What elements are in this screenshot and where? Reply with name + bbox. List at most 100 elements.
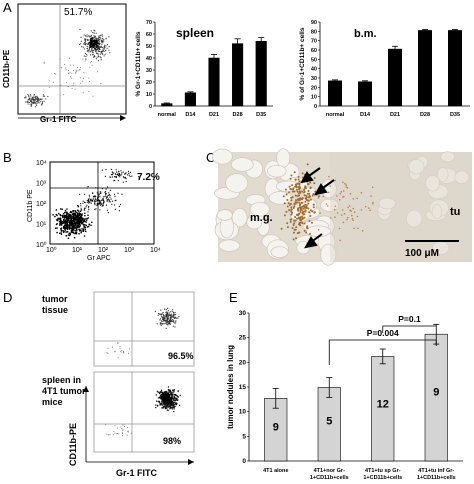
scatter-dot — [84, 35, 87, 37]
scatter-dot — [97, 46, 99, 48]
scatter-dot — [101, 40, 103, 43]
scatter-dot — [122, 435, 123, 437]
scatter-dot — [113, 172, 115, 174]
scatter-dot — [162, 392, 165, 395]
scatter-dot — [121, 432, 123, 434]
scatter-dot — [154, 310, 156, 312]
scatter-dot — [169, 319, 171, 322]
scatter-dot — [291, 227, 294, 229]
scatter-dot — [80, 43, 82, 45]
scatter-dot — [168, 405, 171, 408]
scatter-dot — [75, 71, 77, 73]
scatter-dot — [104, 175, 106, 177]
scatter-dot — [286, 199, 289, 201]
scatter-dot — [106, 195, 108, 197]
histology-image-c: m.g. tu 100 μM — [211, 148, 472, 266]
scatter-dot — [156, 390, 159, 392]
scatter-dot — [25, 101, 27, 103]
scatter-dot — [118, 205, 120, 208]
x-category-label: 1+CD11b+cells — [310, 475, 349, 481]
scatter-dot — [99, 39, 101, 41]
scatter-dot — [31, 99, 33, 101]
scatter-dot — [111, 171, 113, 173]
scatter-dot — [302, 210, 305, 213]
scatter-dot — [91, 48, 93, 50]
scatter-dot — [128, 174, 130, 176]
bar-count-label: 12 — [377, 398, 389, 410]
scatter-dot — [65, 215, 68, 217]
scatter-dot — [285, 210, 288, 213]
scatter-dot — [290, 208, 293, 211]
scatter-dot — [296, 201, 298, 204]
scatter-dot — [97, 50, 99, 52]
scatter-dot — [101, 199, 103, 201]
scatter-dot — [166, 321, 168, 323]
scatter-dot — [90, 35, 92, 38]
scatter-dot — [65, 216, 67, 219]
scatter-dot — [295, 237, 297, 240]
scatter-dot — [296, 232, 299, 235]
scatter-dot — [90, 39, 92, 42]
scatter-dot — [313, 182, 316, 185]
scatter-dot — [124, 177, 126, 179]
scatter-dot — [127, 174, 129, 176]
scatter-dot — [36, 98, 38, 100]
scatter-dot — [74, 225, 76, 228]
arrow-markers — [300, 167, 335, 249]
scatter-dot — [92, 52, 94, 54]
scatter-dot — [305, 204, 308, 207]
scatter-dot — [291, 196, 294, 199]
scatter-dot — [94, 204, 96, 206]
scatter-dot — [299, 197, 302, 200]
scatter-dot — [84, 228, 87, 231]
scatter-dot — [80, 36, 82, 38]
scatter-dot — [75, 218, 77, 220]
scatter-dot — [99, 49, 101, 51]
scatter-dot — [36, 100, 39, 102]
scatter-dot — [161, 316, 163, 318]
bar-count-label: 9 — [433, 386, 439, 398]
scatter-dot — [101, 34, 103, 36]
scatter-dot — [304, 185, 307, 188]
scatter-dot — [83, 48, 85, 50]
scatter-dot — [78, 218, 81, 220]
scatter-dot — [357, 227, 359, 230]
scatter-dot — [112, 434, 114, 436]
scatter-dot — [171, 393, 173, 396]
scatter-dot — [158, 392, 161, 395]
scatter-dot — [88, 206, 90, 208]
scatter-dot — [346, 218, 348, 221]
scatter-dot — [90, 198, 92, 200]
scatter-dot — [294, 185, 297, 188]
scatter-dot — [177, 317, 179, 319]
x-category-label: 4T1 alone — [263, 468, 288, 474]
scatter-dot — [101, 43, 103, 45]
scatter-dot — [41, 103, 43, 105]
scatter-dot — [292, 224, 295, 226]
scatter-dot — [95, 199, 97, 201]
y-tick-label: 90 — [311, 20, 317, 26]
scatter-dot — [167, 403, 170, 406]
scatter-dot — [295, 199, 297, 202]
scatter-dot — [91, 44, 94, 46]
scatter-dot — [83, 235, 86, 237]
scatter-dot — [68, 70, 70, 71]
scatter-dot — [168, 390, 170, 392]
y-tick-label: 20 — [146, 80, 152, 86]
scatter-dot — [99, 36, 101, 39]
scatter-dot — [301, 215, 303, 218]
scatter-dot — [164, 320, 166, 322]
scatter-dot — [75, 231, 78, 233]
scatter-dot — [114, 432, 116, 434]
scatter-dot — [165, 317, 167, 319]
scatter-dot — [119, 346, 121, 348]
scatter-dot — [121, 174, 123, 176]
scatter-dot — [360, 209, 363, 211]
scatter-dot — [78, 232, 80, 235]
scatter-dot — [108, 199, 110, 201]
scatter-dot — [90, 62, 91, 64]
scatter-dot — [84, 52, 87, 55]
scatter-dot — [79, 210, 82, 213]
scatter-dot — [80, 207, 82, 209]
